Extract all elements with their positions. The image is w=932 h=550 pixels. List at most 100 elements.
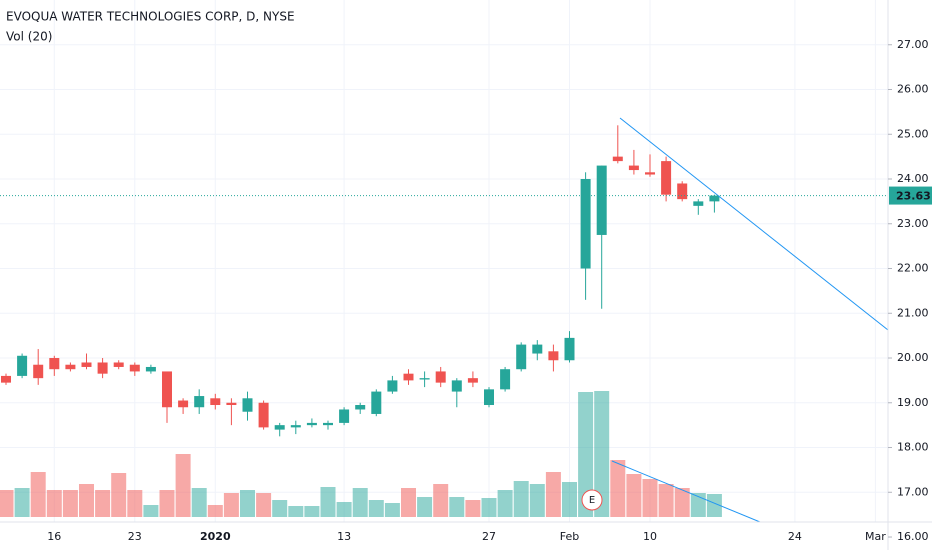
y-tick-label: 22.00	[897, 262, 929, 275]
y-tick-label: 25.00	[897, 127, 929, 140]
candle-body	[65, 364, 76, 370]
earnings-marker-label: E	[589, 495, 595, 506]
candle-body	[435, 371, 446, 383]
plot-area: E	[0, 0, 888, 522]
volume-bar	[256, 493, 272, 517]
candle-body	[596, 165, 607, 235]
last-price-box	[889, 186, 932, 205]
candle-body	[355, 405, 366, 410]
y-tick-label: 23.00	[897, 217, 929, 230]
candle-body	[274, 425, 285, 430]
volume-bar	[690, 493, 706, 517]
volume-bar	[191, 488, 207, 517]
candle-body	[17, 355, 28, 376]
candle-body	[242, 398, 253, 412]
x-tick-label: 27	[482, 530, 496, 543]
candle-body	[33, 364, 44, 379]
volume-bar	[449, 497, 465, 517]
y-tick-label: 18.00	[897, 441, 929, 454]
volume-bar	[578, 392, 594, 517]
volume-bar	[207, 505, 223, 517]
volume-bar	[513, 481, 529, 517]
candle-body	[645, 172, 655, 175]
volume-bar	[417, 497, 433, 517]
candle-body	[467, 378, 478, 383]
candle-body	[81, 362, 92, 367]
volume-bar	[223, 493, 239, 517]
volume-bar	[304, 506, 320, 517]
candle-body	[709, 195, 720, 202]
y-tick-label: 24.00	[897, 172, 929, 185]
candle-body	[564, 337, 575, 361]
candle-body	[97, 362, 108, 374]
candle-body	[612, 156, 623, 162]
volume-bar	[706, 494, 722, 517]
volume-bar	[433, 484, 449, 517]
volume-bar	[175, 454, 191, 517]
candle-body	[49, 358, 60, 370]
volume-bar	[368, 500, 384, 517]
volume-bar	[401, 488, 416, 517]
volume-bar	[272, 500, 288, 517]
candle-body	[661, 161, 672, 195]
volume-bar	[14, 488, 30, 517]
volume-bar	[642, 479, 658, 517]
volume-bar	[352, 488, 368, 517]
candle-body	[323, 422, 333, 426]
volume-bar	[320, 487, 336, 517]
earnings-marker	[581, 489, 603, 511]
volume-bar	[143, 505, 159, 517]
candle-body	[339, 409, 350, 423]
volume-bar	[545, 472, 561, 517]
volume-bar	[658, 484, 674, 517]
x-tick-label: 13	[337, 530, 351, 543]
candle-body	[580, 179, 591, 269]
candle-body	[129, 364, 140, 372]
y-tick-label: 16.00	[897, 530, 929, 543]
volume-bar	[674, 488, 690, 517]
volume-bar	[481, 498, 497, 517]
last-price-label: 23.63	[896, 190, 931, 203]
x-tick-label: 10	[643, 530, 657, 543]
candle-body	[1, 375, 11, 383]
volume-bar	[497, 490, 513, 517]
candle-body	[532, 344, 543, 354]
volume-bar	[62, 490, 78, 517]
volume-bar	[46, 490, 62, 517]
volume-bar	[30, 472, 46, 517]
candle-body	[484, 389, 494, 406]
candle-body	[210, 398, 221, 406]
candle-body	[451, 380, 462, 392]
volume-bar	[626, 474, 642, 517]
candle-body	[258, 402, 269, 428]
candle-body	[162, 371, 172, 408]
y-tick-label: 21.00	[897, 306, 929, 319]
candle-body	[226, 402, 237, 406]
trendline	[619, 117, 888, 331]
volume-bar	[127, 490, 143, 517]
volume-bar	[0, 490, 14, 517]
volume-bar	[288, 506, 304, 517]
candle-body	[371, 391, 382, 414]
candle-body	[306, 422, 317, 426]
volume-bar	[465, 500, 481, 517]
candle-body	[194, 396, 205, 408]
y-tick-label: 19.00	[897, 396, 929, 409]
volume-bar	[610, 460, 626, 517]
x-tick-label: Mar	[865, 530, 886, 543]
volume-bar	[594, 391, 610, 517]
volume-bar	[562, 482, 577, 517]
candle-body	[113, 362, 124, 367]
candle-body	[693, 201, 704, 206]
candle-body	[419, 378, 430, 380]
y-tick-label: 20.00	[897, 351, 929, 364]
volume-bar	[111, 473, 127, 517]
volume-bar	[159, 490, 175, 517]
candle-body	[145, 366, 156, 372]
candle-body	[677, 183, 688, 200]
candle-body	[500, 369, 511, 390]
volume-bar	[95, 490, 111, 517]
volume-bar	[336, 502, 352, 517]
